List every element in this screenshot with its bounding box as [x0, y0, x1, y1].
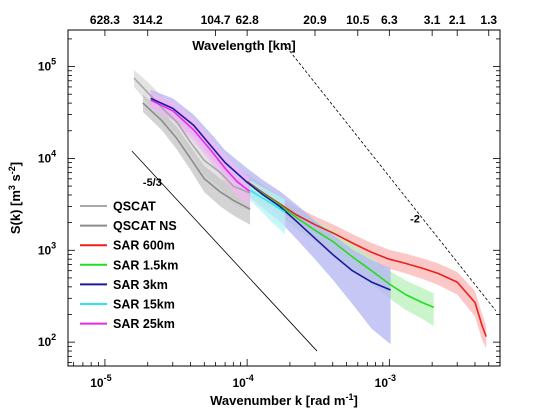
top-tick-label: 1.3 — [480, 13, 497, 27]
legend-label-qscat-ns: QSCAT NS — [113, 219, 177, 233]
plot-frame — [67, 29, 501, 367]
legend-label-qscat: QSCAT — [113, 200, 156, 214]
y-axis-title: S(k) [m3 s-2] — [7, 162, 23, 234]
series-line-sar-25km — [150, 99, 251, 192]
top-tick-label: 10.5 — [346, 13, 370, 27]
series-lines — [133, 77, 487, 337]
x-tick-label: 10-3 — [375, 373, 396, 390]
top-tick-label: 62.8 — [235, 13, 259, 27]
top-tick-label: 314.2 — [133, 13, 163, 27]
top-tick-label: 104.7 — [201, 13, 231, 27]
y-tick-label: 104 — [38, 148, 56, 165]
series-line-sar-15km — [249, 189, 286, 213]
x-tick-label: 10-5 — [90, 373, 111, 390]
band-sar-15km — [250, 180, 286, 235]
top-tick-label: 20.9 — [303, 13, 327, 27]
series-line-sar-1-5km — [246, 181, 435, 308]
series-line-qscat — [133, 77, 251, 194]
axes: 10-5 10-4 10-3 102 103 104 105 628.3 314.2 104.7 6… — [38, 13, 501, 390]
legend-label-sar-15km: SAR 15km — [113, 298, 175, 312]
top-tick-label: 3.1 — [424, 13, 441, 27]
legend-label-sar-25km: SAR 25km — [113, 317, 175, 331]
legend-label-sar-600m: SAR 600m — [113, 239, 175, 253]
top-axis-title: Wavelength [km] — [192, 38, 296, 53]
reference-label-5-3: -5/3 — [143, 177, 162, 189]
top-tick-label: 2.1 — [449, 13, 466, 27]
band-qscat-ns — [142, 94, 251, 225]
x-tick-label: 10-4 — [232, 373, 253, 390]
reference-lines: -5/3 -2 — [131, 42, 497, 352]
reference-label-2: -2 — [410, 214, 420, 226]
reference-line-5-3 — [131, 150, 318, 352]
y-tick-label: 102 — [38, 332, 56, 349]
legend-label-sar-1-5km: SAR 1.5km — [113, 258, 178, 272]
series-line-qscat-ns — [142, 102, 251, 210]
series-line-sar-3km — [150, 97, 391, 291]
x-axis-title: Wavenumber k [rad m-1] — [210, 392, 358, 408]
legend-label-sar-3km: SAR 3km — [113, 278, 168, 292]
top-tick-label: 6.3 — [381, 13, 398, 27]
reference-line-2 — [283, 42, 497, 311]
legend: QSCAT QSCAT NS SAR 600m SAR 1.5km SAR 3km SAR… — [80, 200, 178, 331]
y-tick-label: 105 — [38, 57, 56, 74]
top-tick-label: 628.3 — [90, 13, 120, 27]
series-line-sar-600m — [246, 180, 487, 337]
y-tick-label: 103 — [38, 240, 56, 257]
